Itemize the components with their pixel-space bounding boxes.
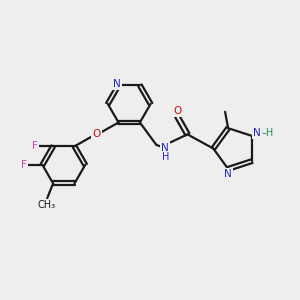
Text: N: N	[161, 143, 169, 153]
Text: –H: –H	[261, 128, 274, 138]
Text: N: N	[254, 128, 261, 138]
Text: O: O	[173, 106, 181, 116]
Text: F: F	[32, 141, 38, 151]
Text: H: H	[162, 152, 169, 162]
Text: N: N	[224, 169, 232, 179]
Text: F: F	[21, 160, 27, 170]
Text: CH₃: CH₃	[38, 200, 56, 210]
Text: N: N	[113, 79, 121, 89]
Text: O: O	[92, 129, 101, 140]
